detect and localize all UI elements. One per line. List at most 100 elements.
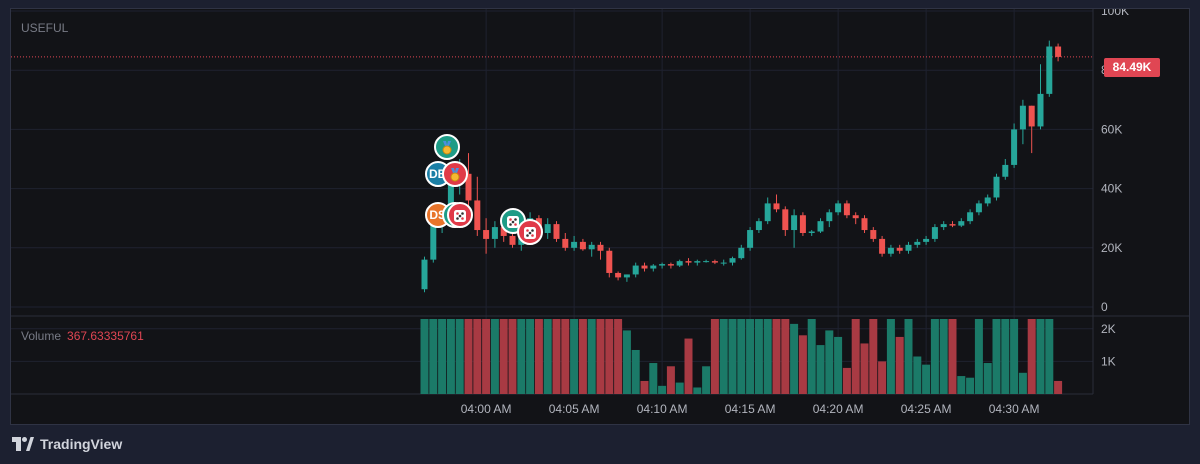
- candle-body: [896, 247, 903, 251]
- volume-bar: [499, 319, 508, 394]
- volume-bar: [622, 330, 631, 394]
- volume-bar: [693, 387, 702, 394]
- volume-bar: [816, 345, 825, 394]
- candle-body: [791, 215, 798, 231]
- volume-bar: [1036, 319, 1045, 394]
- volume-bar: [1054, 380, 1063, 394]
- medal-icon: [448, 167, 462, 189]
- candle-body: [544, 224, 551, 233]
- volume-bar: [974, 319, 983, 394]
- marker-dice-icon[interactable]: [517, 218, 544, 247]
- volume-bar: [719, 319, 728, 394]
- medal-icon: [440, 140, 454, 162]
- candle-body: [615, 272, 622, 278]
- volume-bar: [851, 319, 860, 394]
- volume-bar: [983, 363, 992, 394]
- y-tick-label: 100K: [1101, 9, 1129, 18]
- marker-label: DB: [429, 166, 447, 181]
- volume-bar: [1045, 319, 1054, 394]
- brand-footer[interactable]: TradingView: [12, 434, 122, 454]
- candle-body: [870, 230, 877, 239]
- volume-bar: [772, 319, 781, 394]
- candle-body: [817, 221, 824, 232]
- candle-body: [667, 264, 674, 266]
- volume-bar: [763, 319, 772, 394]
- candle-body: [808, 231, 815, 233]
- y-tick-label: 20K: [1101, 241, 1122, 255]
- volume-bar: [904, 319, 913, 394]
- candle-body: [474, 200, 481, 231]
- volume-bar: [587, 319, 596, 394]
- volume-bar: [552, 319, 561, 394]
- volume-bar: [649, 363, 658, 394]
- candle-body: [483, 230, 490, 239]
- volume-bar: [534, 319, 543, 394]
- candle-body: [1046, 46, 1053, 94]
- volume-bar: [631, 349, 640, 394]
- volume-tick-label: 2K: [1101, 322, 1116, 336]
- x-tick-label: 04:20 AM: [813, 402, 864, 416]
- candle-body: [975, 203, 982, 213]
- candle-body: [852, 215, 859, 219]
- candle-body: [755, 221, 762, 231]
- volume-bar: [1001, 319, 1010, 394]
- volume-bar: [939, 319, 948, 394]
- candle-body: [1055, 46, 1062, 57]
- candle-body: [1019, 105, 1026, 130]
- candle-body: [738, 247, 745, 259]
- candle-body: [553, 224, 560, 239]
- volume-bar: [728, 319, 737, 394]
- candle-body: [465, 173, 472, 201]
- dice-icon: [506, 214, 520, 236]
- volume-bar: [455, 319, 464, 394]
- volume-bar: [490, 319, 499, 394]
- volume-bar: [992, 319, 1001, 394]
- candle-body: [703, 261, 710, 263]
- candle-body: [835, 203, 842, 213]
- candle-body: [641, 265, 648, 269]
- candle-body: [861, 218, 868, 231]
- volume-bar: [930, 319, 939, 394]
- candle-body: [949, 224, 956, 226]
- candle-body: [659, 264, 666, 266]
- volume-bar: [464, 319, 473, 394]
- candle-body: [720, 262, 727, 264]
- candle-body: [773, 203, 780, 210]
- candle-body: [588, 244, 595, 250]
- volume-bar: [429, 319, 438, 394]
- volume-bar: [790, 323, 799, 394]
- candle-body: [579, 241, 586, 250]
- dice-icon: [523, 225, 537, 247]
- candle-body: [606, 250, 613, 273]
- volume-bar: [807, 319, 816, 394]
- volume-bar: [1010, 319, 1019, 394]
- volume-bar: [842, 367, 851, 394]
- volume-legend: Volume 367.63335761: [21, 329, 144, 343]
- volume-bar: [614, 319, 623, 394]
- volume-bar: [508, 319, 517, 394]
- volume-bar: [578, 319, 587, 394]
- volume-value: 367.63335761: [67, 329, 144, 343]
- volume-bar: [754, 319, 763, 394]
- candle-body: [826, 212, 833, 222]
- volume-bar: [702, 366, 711, 394]
- dice-icon: [453, 208, 467, 230]
- marker-medal-icon[interactable]: [433, 134, 460, 162]
- volume-bar: [966, 377, 975, 394]
- x-tick-label: 04:25 AM: [901, 402, 952, 416]
- volume-bar: [1027, 319, 1036, 394]
- candle-body: [491, 227, 498, 239]
- candle-body: [623, 274, 630, 278]
- y-tick-label: 40K: [1101, 182, 1122, 196]
- candle-body: [571, 241, 578, 248]
- volume-bar: [948, 319, 957, 394]
- marker-medal-icon[interactable]: [442, 160, 469, 189]
- volume-bar: [675, 382, 684, 394]
- volume-label: Volume: [21, 329, 62, 343]
- candle-body: [1002, 164, 1009, 177]
- marker-dice-icon[interactable]: [446, 202, 473, 230]
- pane-title: USEFUL: [21, 21, 69, 35]
- volume-bar: [596, 319, 605, 394]
- volume-bar: [1018, 372, 1027, 394]
